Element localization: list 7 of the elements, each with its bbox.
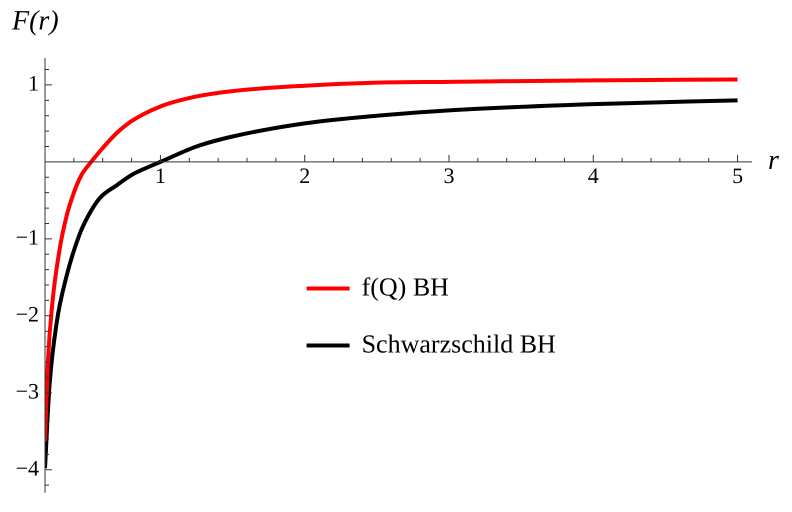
y-tick-label: −4	[16, 455, 39, 480]
y-tick-label: 1	[28, 70, 39, 96]
x-axis-title: r	[768, 145, 779, 176]
y-tick-label: −2	[16, 302, 39, 327]
y-tick-label: −1	[16, 224, 39, 250]
y-tick-label: −3	[16, 378, 39, 404]
y-axis-title: F(r)	[11, 5, 59, 36]
